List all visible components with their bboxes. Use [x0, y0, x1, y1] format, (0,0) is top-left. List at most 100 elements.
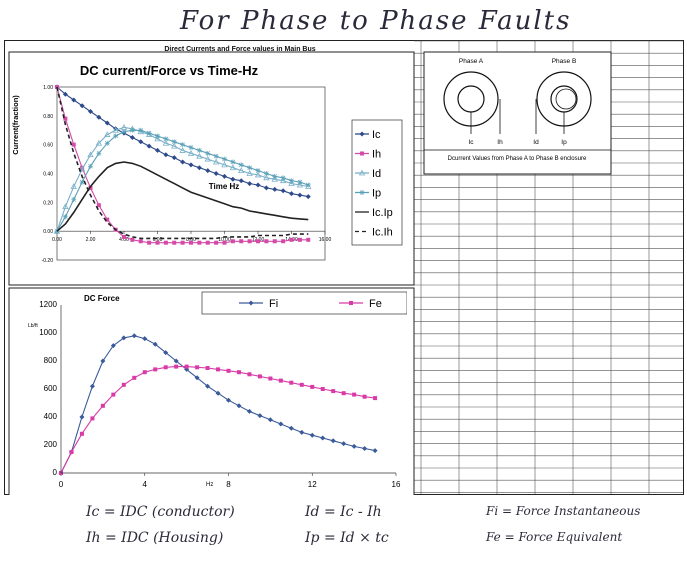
- data-point: [121, 129, 127, 135]
- data-point: [221, 161, 228, 168]
- data-point: [331, 389, 336, 394]
- data-point: [272, 173, 278, 179]
- data-point: [188, 145, 194, 151]
- data-point: [121, 382, 126, 387]
- series-line-ic-ih: [56, 86, 309, 240]
- series-line-fi: [60, 335, 376, 474]
- equation-fi: Fi = Force Instantaneous: [486, 504, 641, 518]
- data-point: [197, 240, 202, 245]
- data-point: [299, 382, 304, 387]
- data-point: [263, 174, 270, 181]
- data-point: [246, 408, 252, 414]
- data-point: [362, 446, 368, 451]
- data-point: [289, 178, 294, 184]
- data-point: [196, 147, 202, 153]
- data-point: [213, 171, 219, 176]
- data-point: [62, 203, 69, 210]
- force-chart: DC Force Lb/ft Hz 0 200 400 600 800 1000 1200 0…: [28, 291, 407, 489]
- data-point: [268, 376, 273, 381]
- data-point: [362, 394, 367, 399]
- data-point: [254, 171, 262, 178]
- data-point: [289, 237, 294, 242]
- chart1-frame: [8, 51, 415, 286]
- data-point: [146, 143, 152, 149]
- data-point: [306, 237, 311, 242]
- data-point: [341, 441, 347, 447]
- data-point: [247, 181, 253, 187]
- data-point: [184, 364, 189, 369]
- data-point: [63, 116, 68, 121]
- data-point: [62, 91, 68, 97]
- legend-label: Ic.Ih: [372, 227, 393, 239]
- data-point: [264, 239, 269, 244]
- x-tick-label: 10.00: [218, 237, 231, 243]
- data-point: [351, 443, 357, 449]
- chart2-frame: [8, 287, 415, 495]
- data-point: [155, 147, 160, 153]
- data-point: [142, 370, 147, 375]
- equation-fe: Fe = Force Equivalent: [486, 530, 623, 544]
- legend-label: Fe: [369, 298, 382, 310]
- data-point: [213, 153, 219, 159]
- legend-label: Id: [372, 168, 381, 180]
- data-point: [236, 403, 242, 409]
- y-tick-label: 0.20: [43, 200, 53, 206]
- data-point: [79, 431, 84, 436]
- data-point: [263, 171, 269, 176]
- data-point: [104, 120, 110, 126]
- data-point: [238, 178, 244, 184]
- y-tick-label: 0.60: [43, 143, 53, 149]
- data-point: [289, 380, 294, 385]
- data-point: [189, 240, 193, 245]
- data-point: [222, 173, 227, 179]
- data-point: [105, 217, 110, 222]
- data-point: [146, 130, 152, 136]
- data-point: [110, 343, 116, 349]
- data-point: [205, 150, 211, 156]
- data-point: [187, 149, 195, 156]
- data-point: [212, 158, 220, 165]
- data-point: [96, 150, 102, 156]
- data-point: [372, 448, 378, 454]
- data-point: [280, 175, 286, 181]
- series-line-ih: [56, 86, 309, 244]
- y-tick-label: 0.40: [43, 172, 53, 178]
- data-point: [236, 370, 241, 375]
- data-point: [155, 133, 160, 139]
- data-point: [179, 147, 186, 153]
- x-tick-label: 16.00: [319, 237, 332, 243]
- data-point: [267, 417, 273, 423]
- data-point: [246, 170, 253, 176]
- data-point: [131, 333, 137, 339]
- data-point: [79, 103, 85, 109]
- data-point: [196, 165, 202, 171]
- data-point: [130, 237, 135, 242]
- data-point: [104, 131, 111, 137]
- y-tick-label: 800: [44, 356, 58, 365]
- data-point: [352, 392, 357, 397]
- data-point: [112, 126, 119, 133]
- data-point: [288, 425, 294, 431]
- y-tick-label: 1000: [39, 328, 57, 337]
- data-point: [152, 341, 158, 347]
- data-point: [138, 127, 144, 133]
- series-line-fe: [60, 366, 376, 474]
- legend-label: Ic: [372, 129, 381, 141]
- data-point: [87, 151, 94, 158]
- x-tick-label: 4.00: [119, 237, 129, 243]
- data-point: [138, 239, 143, 244]
- series-line-ic-ip: [56, 161, 309, 232]
- data-point: [171, 139, 177, 145]
- data-point: [154, 135, 161, 142]
- data-point: [69, 450, 74, 454]
- label-ip: Ip: [561, 139, 567, 146]
- phase-b-label: Phase B: [552, 58, 577, 65]
- y-tick-label: -0.20: [42, 258, 54, 264]
- data-point: [320, 387, 325, 391]
- x-tick-label: 8.00: [186, 237, 196, 243]
- data-point: [173, 358, 179, 364]
- chart2-legend: Fi Fe: [201, 291, 407, 315]
- data-point: [373, 396, 378, 401]
- sheet-title: Direct Currents and Force values in Main…: [164, 46, 316, 53]
- data-point: [271, 175, 278, 182]
